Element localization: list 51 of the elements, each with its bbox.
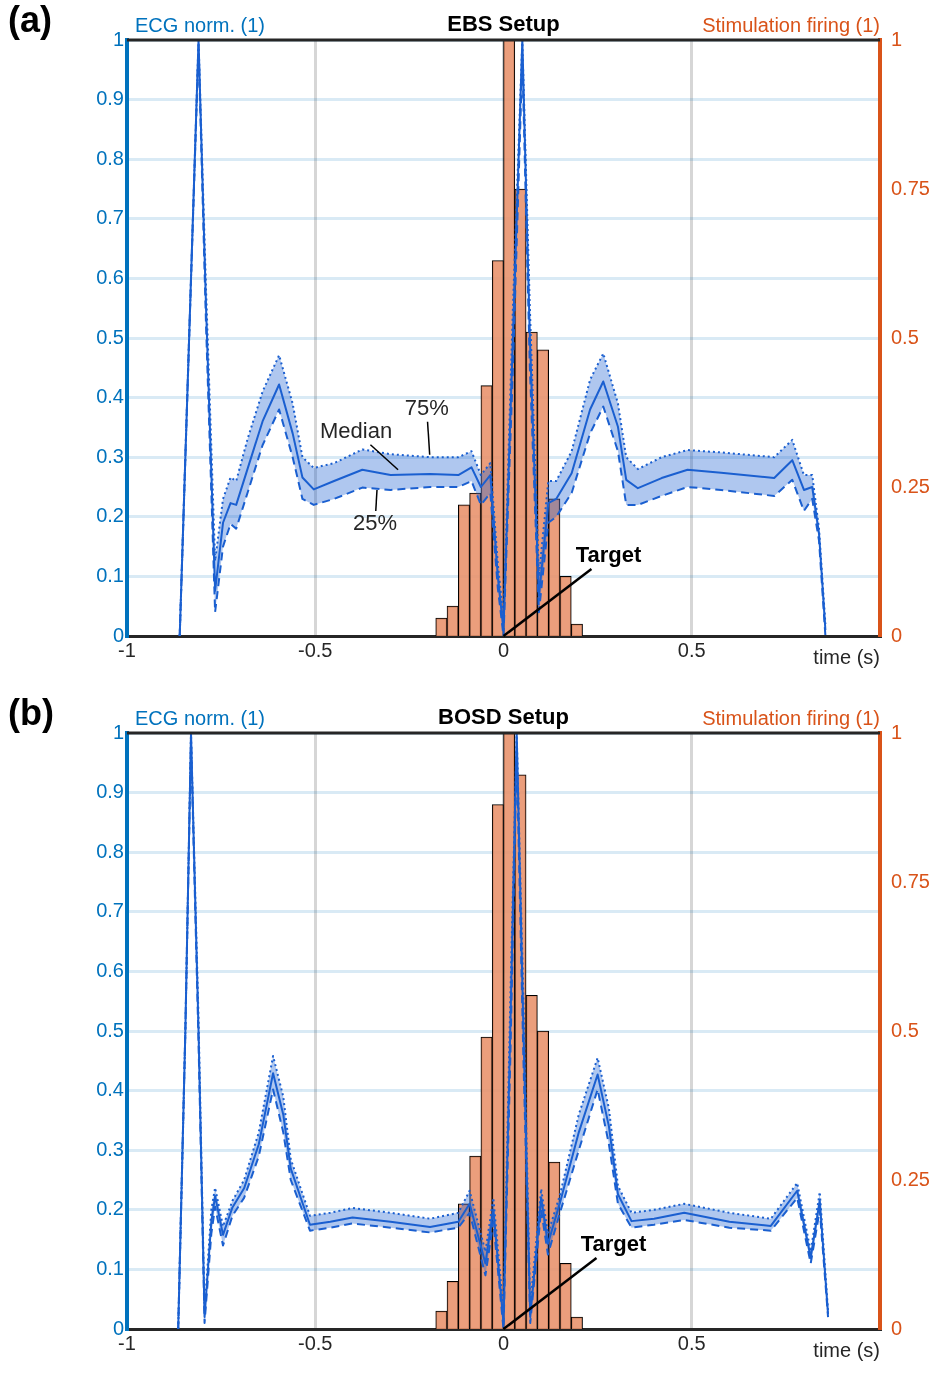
- annotation: Median: [320, 417, 393, 443]
- annotation: 75%: [404, 394, 449, 420]
- y-axis-title: ECG norm. (1): [135, 13, 266, 36]
- annotation: 25%: [352, 510, 398, 536]
- x-tick-label: -0.5: [298, 1331, 333, 1354]
- y-tick-label: 0.8: [96, 839, 124, 862]
- y-tick-label: 0.5: [96, 1018, 124, 1041]
- y-tick-label: 1: [112, 27, 124, 50]
- x-axis-title: time (s): [813, 645, 880, 668]
- text: (a): [8, 0, 52, 40]
- y-tick-label: 0.1: [96, 563, 124, 586]
- y-tick-label: 1: [112, 720, 124, 743]
- y-tick-label: 0.3: [96, 1137, 124, 1160]
- text: (b): [8, 691, 54, 733]
- y2-tick-label: 0.5: [891, 1018, 919, 1041]
- y2-tick-label: 0.75: [891, 176, 930, 199]
- x-tick-label: 0: [497, 1331, 510, 1354]
- y-tick-label: 0.7: [96, 206, 124, 229]
- y-tick-label: 0.5: [96, 325, 124, 348]
- y2-tick-label: 0: [891, 623, 903, 646]
- x-tick-label: 0.5: [677, 1331, 706, 1354]
- y2-tick-label: 1: [891, 27, 903, 50]
- annotation: Target: [575, 542, 642, 568]
- x-tick-label: 0: [497, 638, 510, 661]
- y-axis-title: ECG norm. (1): [135, 706, 266, 729]
- y2-tick-label: 0: [891, 1316, 903, 1339]
- y-tick-label: 0.4: [96, 385, 124, 408]
- y-tick-label: 0.4: [96, 1078, 124, 1101]
- chart-title: EBS Setup: [447, 11, 560, 37]
- y-tick-label: 0.6: [96, 265, 124, 288]
- chart-title: BOSD Setup: [438, 704, 569, 730]
- y2-tick-label: 0.25: [891, 474, 930, 497]
- annotation: Target: [580, 1231, 647, 1257]
- x-axis-title: time (s): [813, 1338, 880, 1361]
- y2-axis-title: Stimulation firing (1): [702, 13, 880, 36]
- x-tick-label: 0.5: [677, 638, 706, 661]
- y2-tick-label: 0.75: [891, 869, 930, 892]
- y2-tick-label: 1: [891, 720, 903, 743]
- y-tick-label: 0.1: [96, 1256, 124, 1279]
- y-tick-label: 0.2: [96, 1197, 124, 1220]
- y-tick-label: 0.6: [96, 958, 124, 981]
- x-tick-label: -0.5: [298, 638, 333, 661]
- y-tick-label: 0.3: [96, 444, 124, 467]
- y-tick-label: 0.9: [96, 780, 124, 803]
- y-tick-label: 0.8: [96, 146, 124, 169]
- y-tick-label: 0.7: [96, 899, 124, 922]
- y-tick-label: 0.2: [96, 504, 124, 527]
- y2-tick-label: 0.25: [891, 1167, 930, 1190]
- y2-tick-label: 0.5: [891, 325, 919, 348]
- y-tick-label: 0.9: [96, 87, 124, 110]
- y2-axis-title: Stimulation firing (1): [702, 706, 880, 729]
